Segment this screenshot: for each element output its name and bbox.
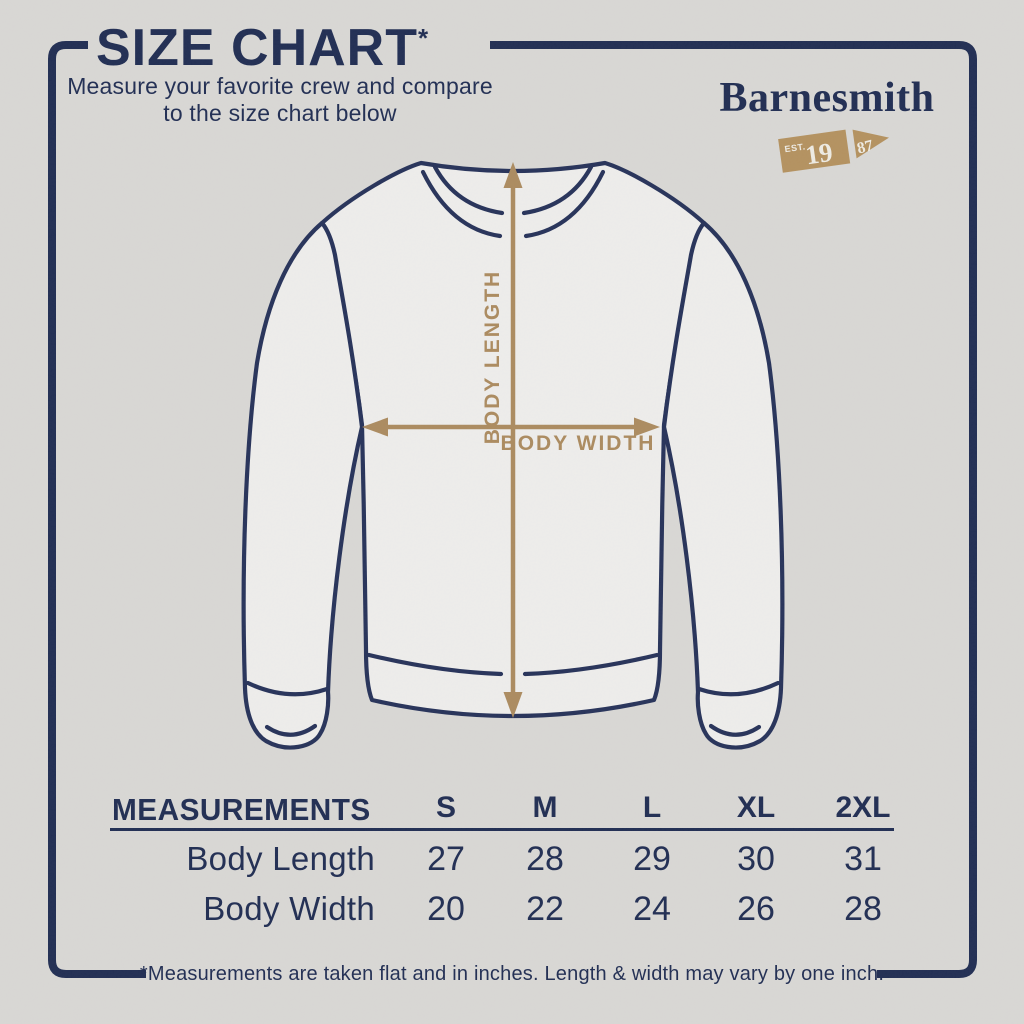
subtitle-line-2: to the size chart below	[163, 100, 397, 126]
body-length-2xl: 31	[844, 840, 882, 878]
pennant-year-left: 19	[804, 137, 835, 170]
table-header-measurements: MEASUREMENTS	[112, 792, 371, 827]
size-header-xl: XL	[736, 791, 776, 824]
brand-logo-text: Barnesmith	[719, 75, 935, 121]
sweatshirt-right-sleeve	[661, 220, 785, 750]
body-length-m: 28	[526, 840, 564, 878]
body-width-l: 24	[633, 890, 671, 928]
title-asterisk: *	[418, 23, 430, 53]
size-header-m: M	[532, 791, 558, 824]
row-label-body-width: Body Width	[203, 890, 375, 927]
page-title: SIZE CHART*	[96, 19, 430, 77]
size-header-s: S	[435, 791, 457, 824]
card-border-left-segment	[48, 41, 146, 978]
sweatshirt-left-sleeve	[241, 220, 365, 750]
body-width-s: 20	[427, 890, 465, 928]
row-label-body-length: Body Length	[186, 840, 375, 877]
body-length-label: BODY LENGTH	[481, 269, 504, 445]
body-width-m: 22	[526, 890, 564, 928]
subtitle-line-1: Measure your favorite crew and compare	[67, 73, 493, 99]
body-width-label: BODY WIDTH	[500, 432, 656, 455]
body-length-l: 29	[633, 840, 671, 878]
est-1987-pennant-icon: EST. 19 87	[778, 129, 889, 173]
subtitle: Measure your favorite crew and compare t…	[45, 73, 515, 127]
body-width-xl: 26	[737, 890, 775, 928]
body-width-2xl: 28	[844, 890, 882, 928]
measurement-disclaimer: *Measurements are taken flat and in inch…	[139, 963, 885, 985]
size-header-2xl: 2XL	[835, 791, 891, 824]
body-length-xl: 30	[737, 840, 775, 878]
size-header-l: L	[642, 791, 662, 824]
body-length-s: 27	[427, 840, 465, 878]
table-divider	[110, 828, 894, 831]
